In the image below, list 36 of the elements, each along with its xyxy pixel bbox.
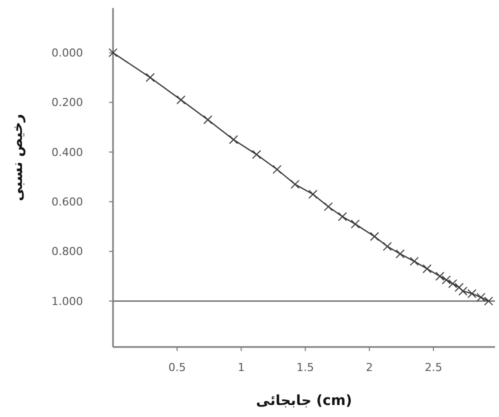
y-tick-label: 1.000 bbox=[52, 294, 83, 308]
y-tick-label: 0.200 bbox=[52, 96, 83, 110]
point bbox=[422, 264, 432, 274]
x-axis-title: جابجائی (cm) bbox=[256, 393, 352, 409]
y-tick-label: 0.800 bbox=[52, 245, 83, 258]
point bbox=[252, 150, 262, 160]
point bbox=[176, 95, 186, 104]
point bbox=[370, 232, 380, 241]
point bbox=[228, 135, 238, 144]
point bbox=[338, 212, 347, 222]
point bbox=[484, 296, 494, 306]
point bbox=[396, 249, 405, 258]
point bbox=[308, 190, 318, 199]
x-tick-label: 0.5 bbox=[168, 361, 186, 374]
point bbox=[108, 48, 118, 58]
x-tick-label: 2 bbox=[366, 361, 373, 374]
point bbox=[435, 272, 444, 281]
point bbox=[442, 275, 451, 284]
point bbox=[272, 164, 282, 174]
point bbox=[410, 256, 419, 266]
point bbox=[476, 292, 486, 302]
x-tick-label: 2.5 bbox=[424, 361, 442, 374]
y-tick-label: 0.600 bbox=[52, 196, 83, 209]
point bbox=[146, 73, 155, 82]
x-tick-label: 1 bbox=[238, 361, 245, 374]
y-tick-label: 0.000 bbox=[52, 46, 83, 60]
point bbox=[454, 282, 464, 292]
point bbox=[203, 115, 212, 124]
point bbox=[448, 279, 458, 288]
point bbox=[324, 202, 333, 212]
y-axis-title: رخیص نسبی bbox=[10, 114, 26, 202]
y-tick-label: 0.400 bbox=[52, 146, 83, 159]
x-tick-label: 1.5 bbox=[296, 361, 314, 374]
point bbox=[350, 220, 360, 229]
point bbox=[382, 242, 392, 251]
point bbox=[290, 180, 300, 189]
